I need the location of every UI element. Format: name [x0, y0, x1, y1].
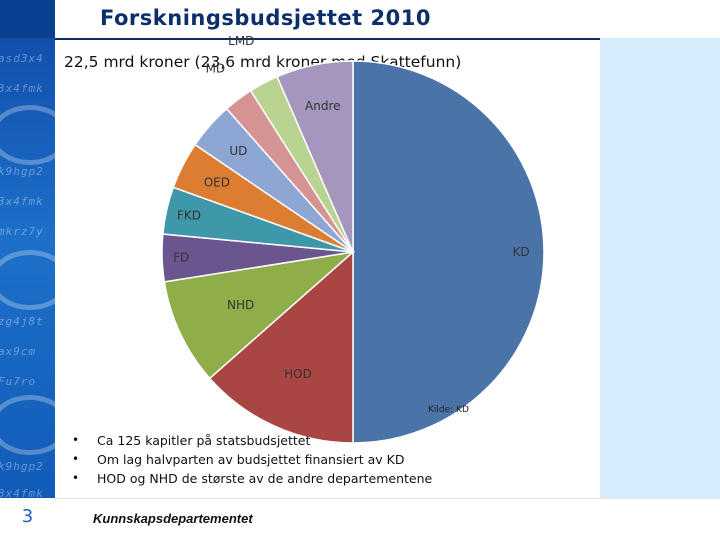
pie-label-andre: Andre: [305, 99, 340, 113]
strip-pattern-text: k9hgp2: [0, 165, 44, 178]
strip-pattern-text: Fu7ro: [0, 375, 37, 388]
source-note: Kilde: KD: [428, 405, 469, 415]
strip-pattern-text: asd3x4: [0, 52, 44, 65]
strip-swirl: [0, 250, 55, 310]
page-number: 3: [0, 498, 55, 540]
strip-swirl: [0, 395, 55, 455]
bullet-item: Om lag halvparten av budsjettet finansie…: [70, 450, 432, 469]
footer-bar: [0, 498, 720, 541]
strip-pattern-text: 3x4fmk: [0, 195, 44, 208]
strip-pattern-text: 3x4fmk: [0, 487, 44, 500]
strip-pattern-text: zg4j8t: [0, 315, 44, 328]
pie-slice-nhd: [163, 250, 356, 380]
strip-pattern-text: mkrz7y: [0, 225, 44, 238]
pie-slice-andre: [276, 60, 354, 253]
bullet-item: HOD og NHD de største av de andre depart…: [70, 469, 432, 488]
strip-swirl: [0, 105, 55, 165]
pie-label-oed: OED: [204, 176, 230, 190]
pie-slice-kd: [352, 60, 545, 444]
pie-label-ud: UD: [229, 144, 247, 158]
right-panel: [600, 38, 720, 498]
pie-label-nhd: NHD: [227, 298, 254, 312]
pie-label-md: MD: [206, 62, 226, 76]
decorative-side-strip: asd3x4 3x4fmk k9hgp2 3x4fmk mkrz7y zg4j8…: [0, 0, 55, 540]
top-corner-block: [0, 0, 55, 38]
pie-label-fkd: FKD: [177, 208, 201, 222]
strip-pattern-text: k9hgp2: [0, 460, 44, 473]
pie-label-fd: FD: [173, 250, 189, 264]
pie-label-hod: HOD: [284, 367, 312, 381]
strip-pattern-text: 3x4fmk: [0, 82, 44, 95]
page-title: Forskningsbudsjettet 2010: [100, 6, 431, 30]
pie-label-kd: KD: [513, 245, 530, 259]
bullet-list: Ca 125 kapitler på statsbudsjettet Om la…: [70, 431, 432, 488]
title-bar: [55, 0, 720, 40]
bullet-item: Ca 125 kapitler på statsbudsjettet: [70, 431, 432, 450]
footer-ministry-name: Kunnskapsdepartementet: [93, 511, 253, 526]
strip-pattern-text: ax9cm: [0, 345, 37, 358]
pie-label-lmd: LMD: [228, 34, 254, 48]
